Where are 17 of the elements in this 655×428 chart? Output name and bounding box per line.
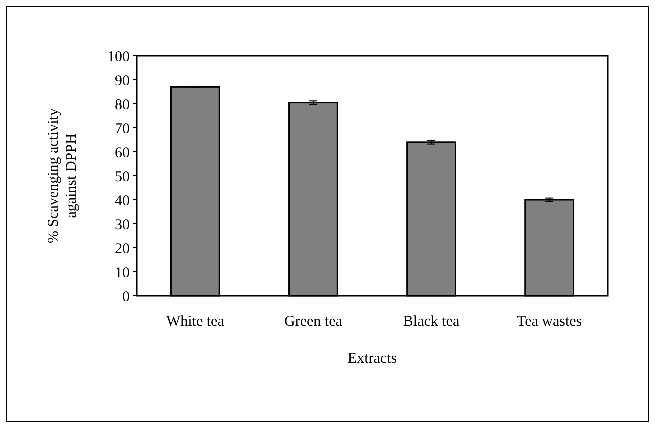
x-axis-title: Extracts: [348, 351, 398, 367]
y-tick-label: 60: [115, 145, 130, 162]
y-tick-label: 90: [115, 73, 130, 90]
y-tick-label: 0: [122, 289, 130, 306]
y-tick-label: 70: [115, 121, 130, 138]
x-tick-label: White tea: [166, 314, 225, 330]
y-tick-label: 80: [115, 97, 130, 114]
y-axis-title: % Scavenging activity against DPPH: [46, 108, 80, 244]
y-tick-label: 50: [115, 169, 130, 186]
x-tick-label: Black tea: [403, 314, 460, 330]
y-tick-label: 10: [115, 265, 130, 282]
y-tick-label: 40: [115, 193, 130, 210]
y-tick-label: 100: [108, 49, 130, 66]
y-tick-label: 30: [115, 217, 130, 234]
y-tick-label: 20: [115, 241, 130, 258]
x-tick-label: Tea wastes: [516, 314, 582, 330]
x-tick-label: Green tea: [284, 314, 343, 330]
